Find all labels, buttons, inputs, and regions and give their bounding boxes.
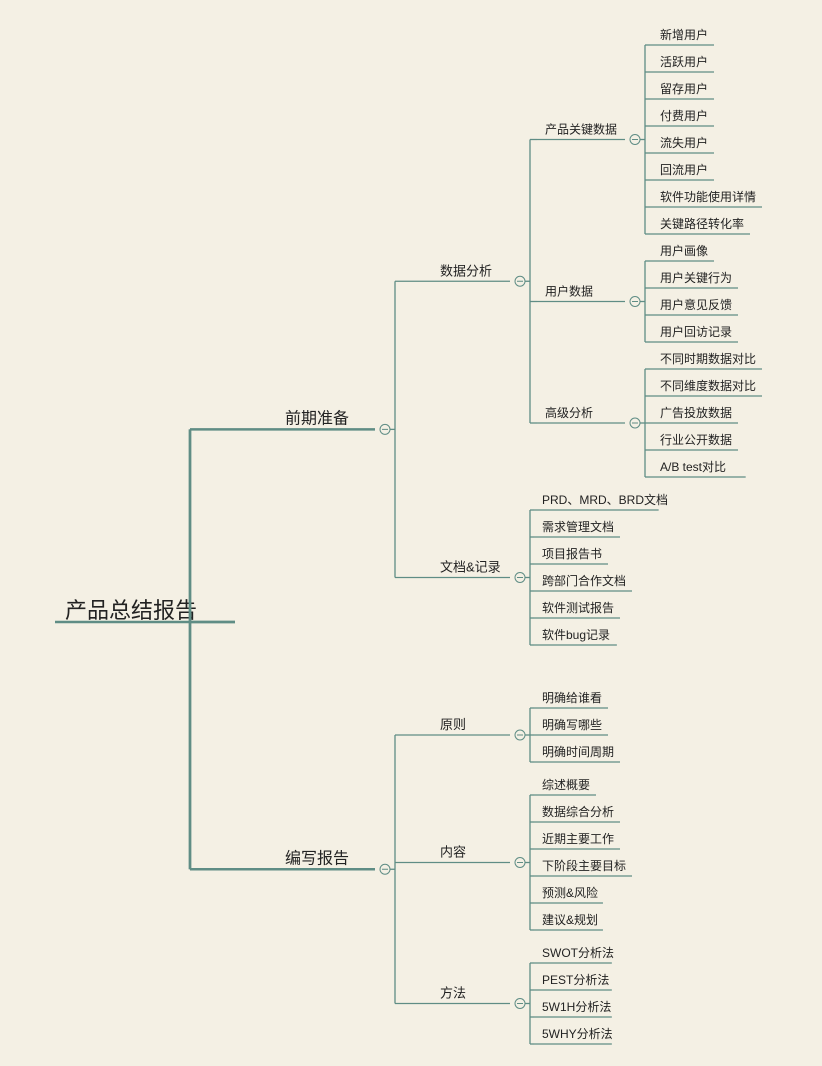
leaf-label: 广告投放数据 <box>660 405 732 420</box>
level2-label: 数据分析 <box>440 263 492 278</box>
leaf-label: PRD、MRD、BRD文档 <box>542 492 668 507</box>
leaf-label: 明确写哪些 <box>542 718 602 732</box>
leaf-label: 跨部门合作文档 <box>542 573 626 588</box>
leaf-label: SWOT分析法 <box>542 946 614 960</box>
leaf-label: 回流用户 <box>660 162 708 177</box>
leaf-label: 用户画像 <box>660 243 708 258</box>
leaf-label: 活跃用户 <box>660 54 708 69</box>
leaf-label: 软件功能使用详情 <box>660 189 756 204</box>
level3-label: 产品关键数据 <box>545 122 617 137</box>
leaf-label: 用户关键行为 <box>660 270 732 285</box>
leaf-label: 关键路径转化率 <box>660 216 744 231</box>
level2-label: 方法 <box>440 986 466 1001</box>
leaf-label: 新增用户 <box>660 27 708 42</box>
leaf-label: 需求管理文档 <box>542 519 614 534</box>
leaf-label: 软件测试报告 <box>542 600 614 615</box>
leaf-label: A/B test对比 <box>660 460 726 474</box>
leaf-label: 5WHY分析法 <box>542 1027 613 1041</box>
leaf-label: 付费用户 <box>660 108 708 123</box>
mindmap-canvas: 产品总结报告 前期准备 数据分析 产品关键数据 新增用户活跃用户留存用户付费用户流失用户… <box>0 0 822 1066</box>
level2-label: 文档&记录 <box>440 560 501 575</box>
root-label: 产品总结报告 <box>65 598 197 623</box>
leaf-label: 流失用户 <box>660 135 708 150</box>
leaf-label: 用户意见反馈 <box>660 297 732 312</box>
leaf-label: 项目报告书 <box>542 546 602 561</box>
leaf-label: 软件bug记录 <box>542 628 610 642</box>
level3-label: 高级分析 <box>545 405 593 420</box>
level1-label: 前期准备 <box>285 409 349 427</box>
leaf-label: 留存用户 <box>660 81 708 96</box>
level3-label: 用户数据 <box>545 284 593 299</box>
leaf-label: PEST分析法 <box>542 973 609 987</box>
leaf-label: 用户回访记录 <box>660 324 732 339</box>
leaf-label: 预测&风险 <box>542 885 598 900</box>
leaf-label: 明确给谁看 <box>542 691 602 705</box>
leaf-label: 下阶段主要目标 <box>542 858 626 873</box>
leaf-label: 近期主要工作 <box>542 832 614 846</box>
leaf-label: 不同维度数据对比 <box>660 378 756 393</box>
leaf-label: 综述概要 <box>542 778 590 792</box>
leaf-label: 建议&规划 <box>542 912 598 927</box>
level2-label: 原则 <box>440 717 466 732</box>
leaf-label: 行业公开数据 <box>660 432 732 447</box>
leaf-label: 数据综合分析 <box>542 804 614 819</box>
level2-label: 内容 <box>440 845 466 860</box>
level1-label: 编写报告 <box>285 849 349 867</box>
leaf-label: 5W1H分析法 <box>542 1000 611 1014</box>
leaf-label: 不同时期数据对比 <box>660 351 756 366</box>
leaf-label: 明确时间周期 <box>542 745 614 759</box>
